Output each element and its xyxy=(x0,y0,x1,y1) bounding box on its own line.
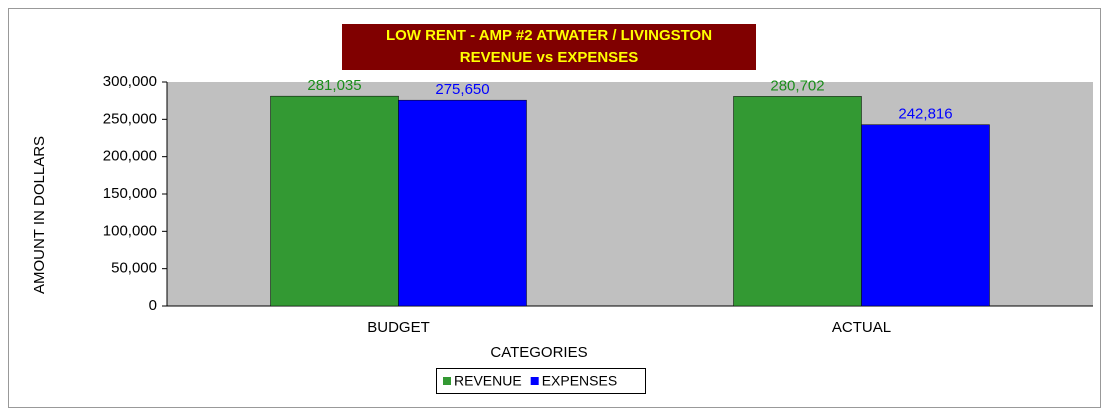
x-tick-label: ACTUAL xyxy=(832,319,891,336)
legend-label: REVENUE xyxy=(454,373,522,389)
value-label: 275,650 xyxy=(435,81,489,98)
value-label: 281,035 xyxy=(307,77,361,94)
chart-title: LOW RENT - AMP #2 ATWATER / LIVINGSTON xyxy=(386,27,712,44)
y-tick-label: 300,000 xyxy=(103,73,157,90)
legend xyxy=(436,368,646,394)
chart-subtitle: REVENUE vs EXPENSES xyxy=(460,49,638,66)
y-tick-label: 50,000 xyxy=(111,260,157,277)
bar xyxy=(398,99,527,307)
y-tick-label: 200,000 xyxy=(103,148,157,165)
y-axis-label: AMOUNT IN DOLLARS xyxy=(31,136,48,294)
legend-swatch xyxy=(443,377,451,385)
y-tick-label: 0 xyxy=(149,297,157,314)
bar xyxy=(861,124,990,307)
bar xyxy=(733,96,862,307)
bar xyxy=(270,95,399,307)
y-tick-label: 150,000 xyxy=(103,185,157,202)
x-tick-label: BUDGET xyxy=(367,319,430,336)
y-tick-label: 250,000 xyxy=(103,110,157,127)
value-label: 280,702 xyxy=(770,77,824,94)
x-axis-label: CATEGORIES xyxy=(490,344,587,361)
value-label: 242,816 xyxy=(898,106,952,123)
legend-swatch xyxy=(530,377,539,385)
legend-label: EXPENSES xyxy=(542,373,617,389)
title-box xyxy=(342,24,756,70)
y-tick-label: 100,000 xyxy=(103,222,157,239)
